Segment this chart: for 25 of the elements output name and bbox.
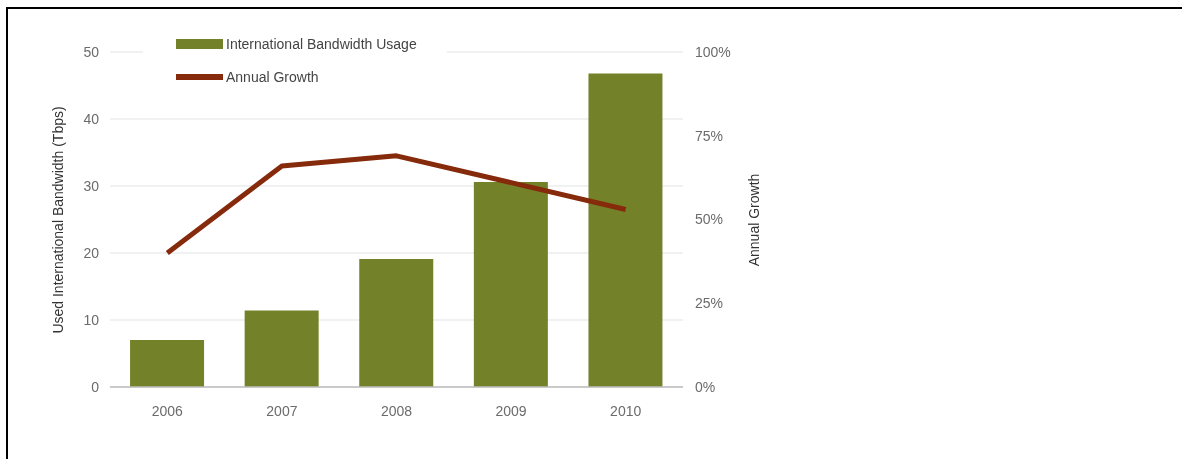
bar [588, 73, 663, 387]
x-tick-label: 2007 [266, 402, 298, 419]
y-tick-label: 40 [83, 110, 100, 127]
y-axis-title: Used International Bandwidth (Tbps) [50, 105, 66, 334]
y2-tick-label: 0% [695, 378, 716, 395]
bar [244, 310, 319, 387]
x-tick-label: 2008 [380, 402, 413, 419]
x-tick-label: 2009 [495, 402, 527, 419]
legend-label: International Bandwidth Usage [226, 35, 417, 52]
bar [359, 259, 434, 387]
y2-axis-title: Annual Growth [746, 173, 762, 266]
y2-tick-label: 100% [695, 43, 731, 60]
y-tick-label: 30 [83, 177, 100, 194]
y2-tick-label: 25% [695, 295, 724, 312]
x-tick-label: 2010 [610, 402, 642, 419]
y2-tick-label: 50% [695, 211, 724, 228]
y2-tick-label: 75% [695, 127, 724, 144]
y-tick-label: 50 [83, 43, 100, 60]
bar [130, 340, 205, 387]
y-tick-label: 10 [83, 311, 100, 328]
y-tick-label: 0 [91, 378, 100, 395]
x-tick-label: 2006 [151, 402, 184, 419]
bar [473, 181, 548, 387]
y-tick-label: 20 [83, 244, 100, 261]
legend-label: Annual Growth [226, 68, 319, 85]
